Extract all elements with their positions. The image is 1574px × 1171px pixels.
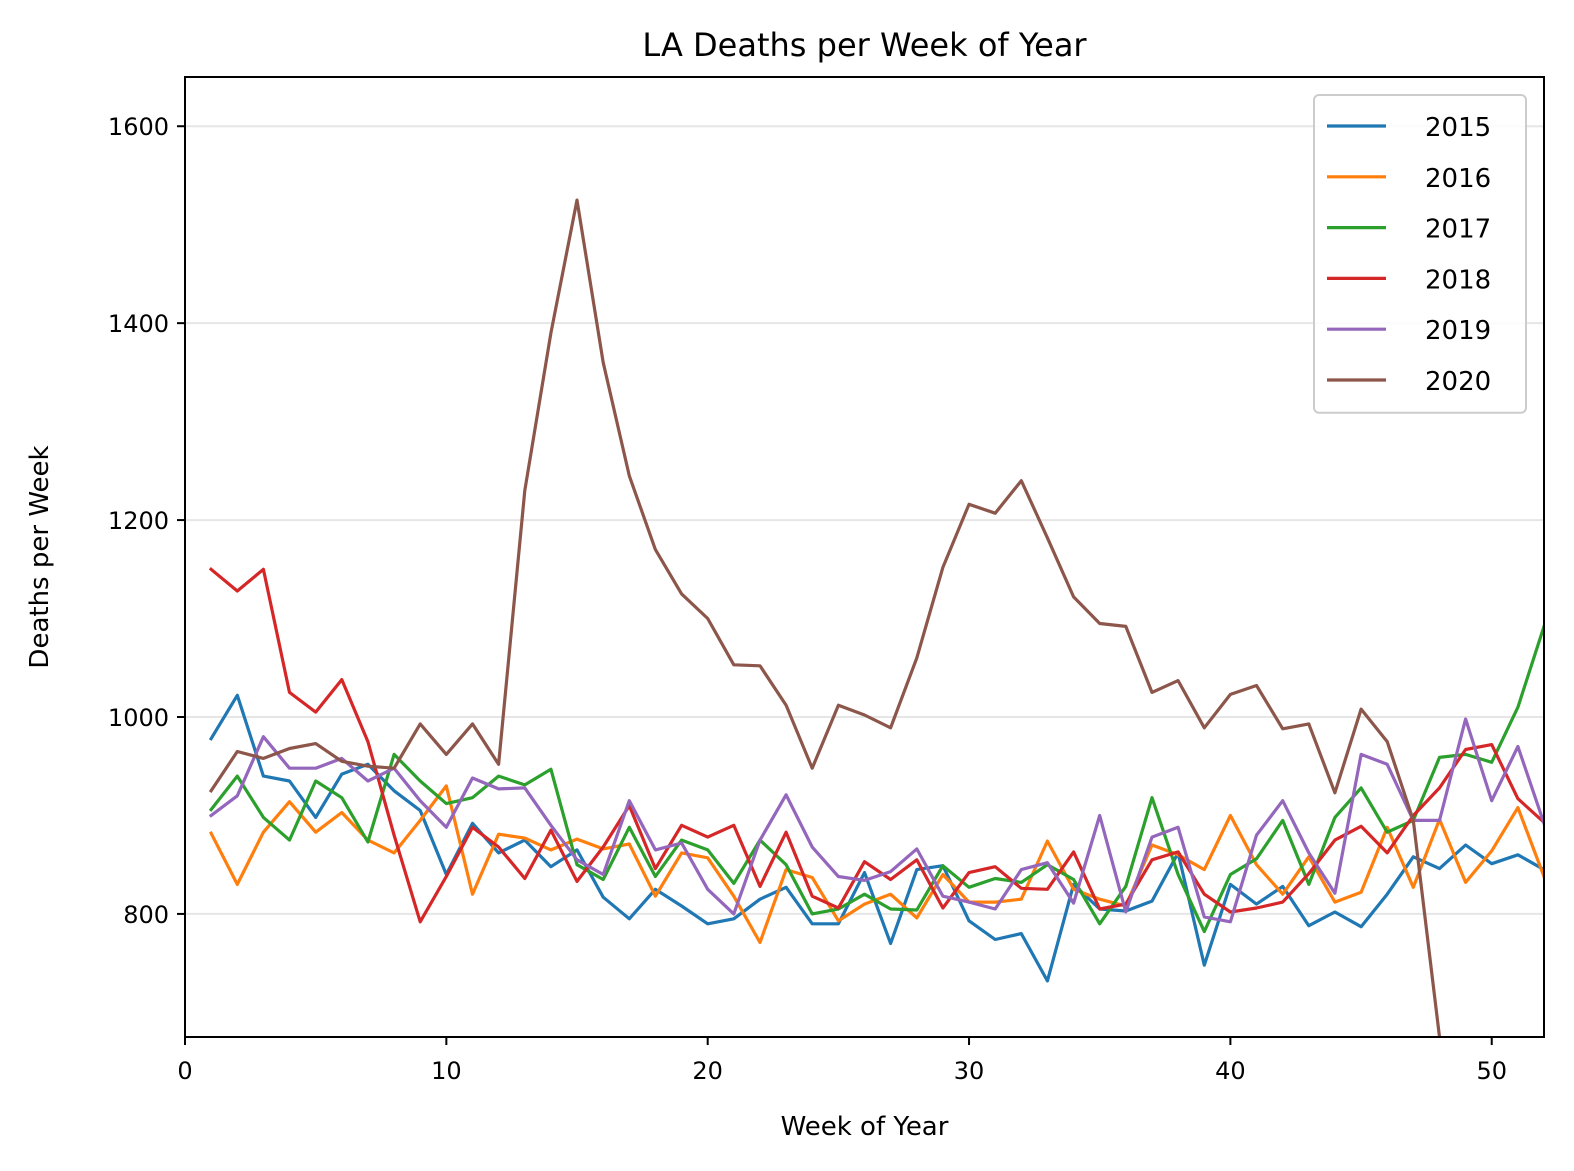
y-tick-label: 800	[123, 901, 169, 929]
x-axis-ticks: 0 10 20 30 40 50	[177, 1037, 1507, 1085]
legend-box	[1313, 94, 1527, 414]
x-tick-label: 20	[692, 1057, 723, 1085]
y-axis-ticks: 800 1000 1200 1400 1600	[108, 113, 185, 929]
legend: 2015 2016 2017 2018 2019 2020	[1313, 94, 1527, 414]
legend-label-2017: 2017	[1425, 215, 1491, 245]
y-tick-label: 1200	[108, 507, 169, 535]
series-line-2015	[208, 693, 1544, 983]
x-axis-label: Week of Year	[781, 1112, 949, 1142]
series-lines	[208, 198, 1544, 1037]
x-tick-label: 40	[1215, 1057, 1246, 1085]
y-tick-label: 1600	[108, 113, 169, 141]
x-tick-label: 50	[1476, 1057, 1507, 1085]
legend-label-2015: 2015	[1425, 113, 1491, 143]
x-tick-label: 30	[954, 1057, 985, 1085]
y-axis-label: Deaths per Week	[25, 445, 55, 668]
x-tick-label: 10	[431, 1057, 462, 1085]
y-tick-label: 1400	[108, 310, 169, 338]
series-line-2020	[208, 198, 1442, 1037]
legend-label-2020: 2020	[1425, 367, 1491, 397]
legend-label-2019: 2019	[1425, 316, 1491, 346]
series-line-2016	[208, 784, 1544, 945]
series-line-2017	[208, 624, 1544, 934]
x-tick-label: 0	[177, 1057, 192, 1085]
plot-area-frame	[184, 76, 1545, 1038]
y-tick-label: 1000	[108, 704, 169, 732]
series-line-2019	[208, 717, 1544, 924]
chart-title: LA Deaths per Week of Year	[642, 26, 1087, 64]
legend-label-2018: 2018	[1425, 265, 1491, 295]
legend-label-2016: 2016	[1425, 164, 1491, 194]
series-line-2018	[208, 567, 1544, 924]
